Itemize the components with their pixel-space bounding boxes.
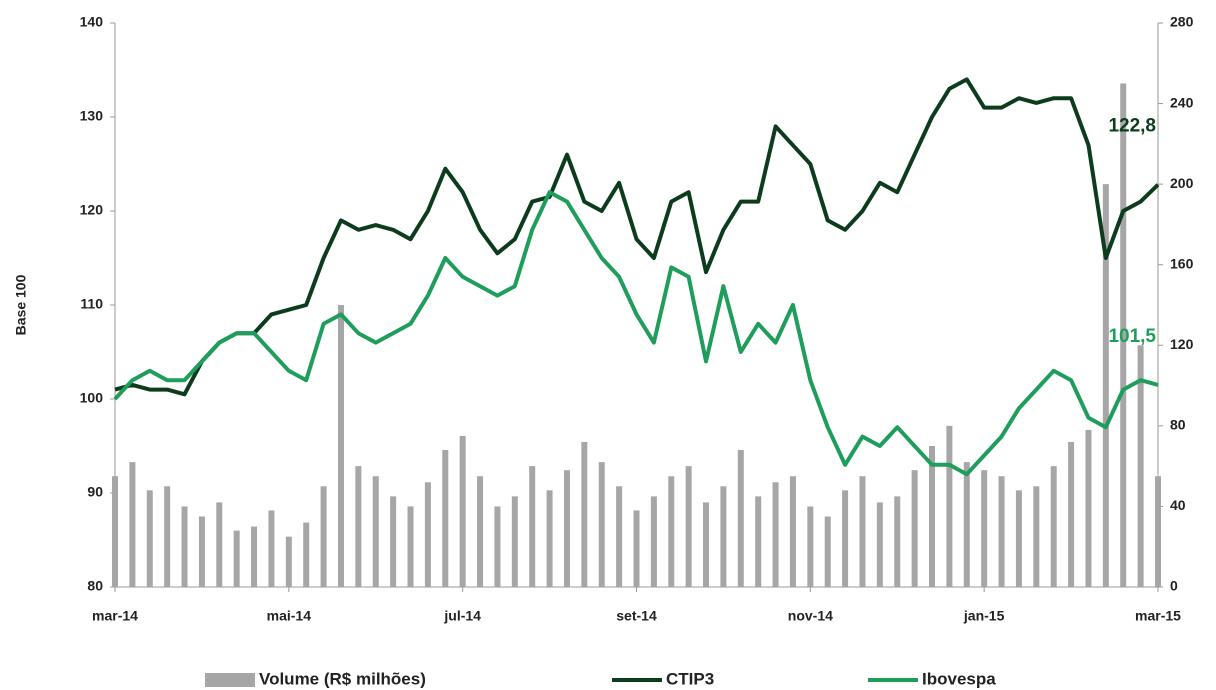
volume-bar: [164, 486, 171, 587]
volume-bar: [1085, 429, 1092, 587]
legend-label: Ibovespa: [922, 669, 996, 688]
volume-bar: [390, 496, 397, 587]
y2-tick-label: 0: [1170, 578, 1178, 594]
volume-bar: [633, 510, 640, 587]
volume-bar: [198, 516, 205, 587]
legend-label: Volume (R$ milhões): [259, 669, 426, 688]
volume-bar: [1050, 466, 1057, 587]
end-label: 101,5: [1108, 326, 1156, 347]
volume-bar: [320, 486, 327, 587]
volume-bar: [876, 502, 883, 587]
y-tick-label: 130: [80, 108, 104, 124]
volume-bar: [685, 466, 692, 587]
volume-bar: [668, 476, 675, 587]
volume-bar: [894, 496, 901, 587]
volume-bar: [477, 476, 484, 587]
legend-label: CTIP3: [666, 669, 714, 688]
y-tick-label: 100: [80, 390, 104, 406]
volume-bar: [459, 435, 466, 587]
volume-bar: [1068, 441, 1075, 587]
volume-bar: [1155, 476, 1161, 587]
volume-bar: [772, 482, 779, 587]
volume-bar: [755, 496, 762, 587]
x-tick-label: jan-15: [963, 608, 1005, 624]
volume-bar: [355, 466, 362, 587]
volume-bar: [929, 446, 936, 587]
volume-bar: [529, 466, 536, 587]
volume-bar: [1102, 184, 1109, 587]
volume-bar: [581, 441, 588, 587]
y-axis-label: Base 100: [13, 274, 29, 335]
volume-bar: [563, 470, 570, 587]
volume-bar: [1015, 490, 1022, 587]
y-tick-label: 120: [80, 202, 104, 218]
volume-bar: [216, 502, 223, 587]
volume-bar: [181, 506, 188, 587]
series-line: [113, 190, 1159, 477]
volume-bar: [946, 425, 953, 587]
volume-bar: [737, 450, 744, 587]
y-tick-label: 110: [80, 296, 103, 312]
volume-bar: [963, 462, 970, 587]
volume-bar: [511, 496, 518, 587]
y2-tick-label: 240: [1170, 94, 1194, 110]
volume-bar: [650, 496, 657, 587]
volume-bar: [1137, 345, 1144, 587]
volume-bar: [372, 476, 379, 587]
x-tick-label: set-14: [616, 608, 657, 624]
x-tick-label: mai-14: [267, 608, 312, 624]
volume-bar: [598, 462, 605, 587]
y2-tick-label: 280: [1170, 14, 1194, 30]
volume-bar: [981, 470, 988, 587]
y-tick-label: 140: [80, 14, 104, 30]
volume-bar: [842, 490, 849, 587]
volume-bar: [911, 470, 918, 587]
volume-bar: [494, 506, 501, 587]
volume-bar: [112, 476, 118, 587]
y2-tick-label: 80: [1170, 417, 1186, 433]
volume-bar: [337, 305, 344, 587]
volume-bar: [546, 490, 553, 587]
volume-bar: [251, 526, 258, 587]
volume-bar: [424, 482, 431, 587]
volume-bar: [859, 476, 866, 587]
volume-bar: [146, 490, 153, 587]
volume-bar: [824, 516, 831, 587]
series-line: [114, 77, 1160, 397]
volume-bar: [1120, 83, 1127, 587]
volume-bar: [807, 506, 814, 587]
x-tick-label: nov-14: [788, 608, 833, 624]
y-tick-label: 90: [87, 484, 103, 500]
y2-tick-label: 120: [1170, 336, 1194, 352]
volume-bar: [233, 530, 240, 587]
volume-bar: [303, 522, 310, 587]
volume-bar: [268, 510, 275, 587]
volume-bar: [407, 506, 414, 587]
volume-bar: [998, 476, 1005, 587]
volume-bar: [789, 476, 796, 587]
volume-bar: [129, 462, 136, 587]
volume-bar: [442, 450, 449, 587]
volume-bar: [285, 536, 292, 587]
end-label: 122,8: [1108, 116, 1156, 137]
x-tick-label: mar-14: [92, 608, 138, 624]
volume-bar: [1033, 486, 1040, 587]
y2-tick-label: 40: [1170, 497, 1186, 513]
y-tick-label: 80: [87, 578, 103, 594]
volume-bar: [616, 486, 623, 587]
x-tick-label: mar-15: [1135, 608, 1181, 624]
volume-bar: [720, 486, 727, 587]
volume-bar: [703, 502, 710, 587]
x-tick-label: jul-14: [443, 608, 481, 624]
legend-swatch: [205, 673, 255, 687]
y2-tick-label: 200: [1170, 175, 1194, 191]
y2-tick-label: 160: [1170, 255, 1194, 271]
